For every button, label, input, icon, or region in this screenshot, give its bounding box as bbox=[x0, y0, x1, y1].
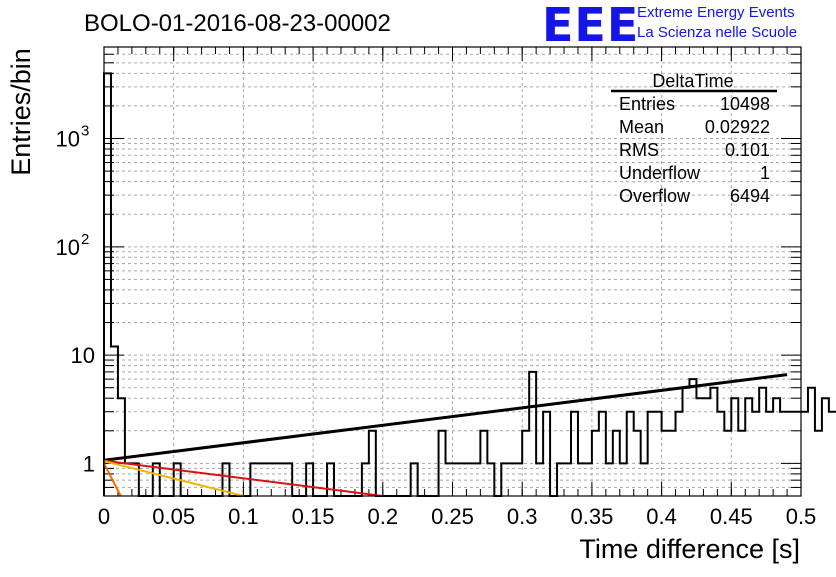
logo-caption-line2: La Scienza nelle Scuole bbox=[637, 24, 798, 41]
stats-overflow-label: Overflow bbox=[619, 186, 691, 206]
x-tick-label: 0.45 bbox=[710, 504, 753, 529]
stats-underflow-label: Underflow bbox=[619, 163, 701, 183]
x-tick-label: 0.4 bbox=[646, 504, 677, 529]
histogram-bins bbox=[103, 72, 836, 497]
stats-underflow-value: 1 bbox=[760, 163, 770, 183]
fit-curve bbox=[103, 460, 244, 497]
fit-curve bbox=[103, 373, 788, 462]
stats-mean-label: Mean bbox=[619, 117, 664, 137]
x-tick-label: 0.1 bbox=[228, 504, 259, 529]
x-tick-label: 0.25 bbox=[431, 504, 474, 529]
fit-curves bbox=[103, 373, 788, 497]
histogram-title: BOLO-01-2016-08-23-00002 bbox=[84, 10, 391, 37]
x-tick-label: 0.15 bbox=[292, 504, 335, 529]
stats-box-name: DeltaTime bbox=[652, 71, 733, 91]
logo-caption-line1: Extreme Energy Events bbox=[637, 4, 795, 21]
y-tick-label: 10 bbox=[71, 343, 95, 368]
fit-curve bbox=[103, 459, 383, 497]
stats-rms-label: RMS bbox=[619, 140, 659, 160]
stats-mean-value: 0.02922 bbox=[705, 117, 770, 137]
y-tick-label: 1 bbox=[83, 451, 95, 476]
y-tick-label-exponent: 2 bbox=[81, 231, 89, 248]
x-axis-title: Time difference [s] bbox=[579, 534, 800, 564]
y-tick-label: 10 bbox=[56, 127, 80, 152]
y-tick-label-exponent: 3 bbox=[81, 123, 89, 140]
stats-entries-label: Entries bbox=[619, 94, 675, 114]
x-tick-label: 0.5 bbox=[786, 504, 817, 529]
y-axis-title: Entries/bin bbox=[6, 48, 36, 176]
x-tick-label: 0.35 bbox=[570, 504, 613, 529]
stats-box: DeltaTime Entries 10498 Mean 0.02922 RMS… bbox=[611, 71, 777, 206]
plot-frame bbox=[103, 46, 802, 497]
stats-rms-value: 0.101 bbox=[725, 140, 770, 160]
eee-logo: EEE bbox=[542, 0, 640, 52]
fit-curve bbox=[103, 462, 122, 497]
axis-ticks bbox=[103, 46, 802, 497]
x-tick-label: 0.2 bbox=[368, 504, 399, 529]
stats-overflow-value: 6494 bbox=[730, 186, 770, 206]
x-tick-labels: 0 0.05 0.1 0.15 0.2 0.25 0.3 0.35 0.4 0.45 0.5 bbox=[98, 504, 816, 529]
x-tick-label: 0 bbox=[98, 504, 110, 529]
x-tick-label: 0.05 bbox=[152, 504, 195, 529]
stats-entries-value: 10498 bbox=[720, 94, 770, 114]
x-tick-label: 0.3 bbox=[507, 504, 538, 529]
y-tick-label: 10 bbox=[56, 235, 80, 260]
histogram-outline bbox=[103, 72, 836, 497]
